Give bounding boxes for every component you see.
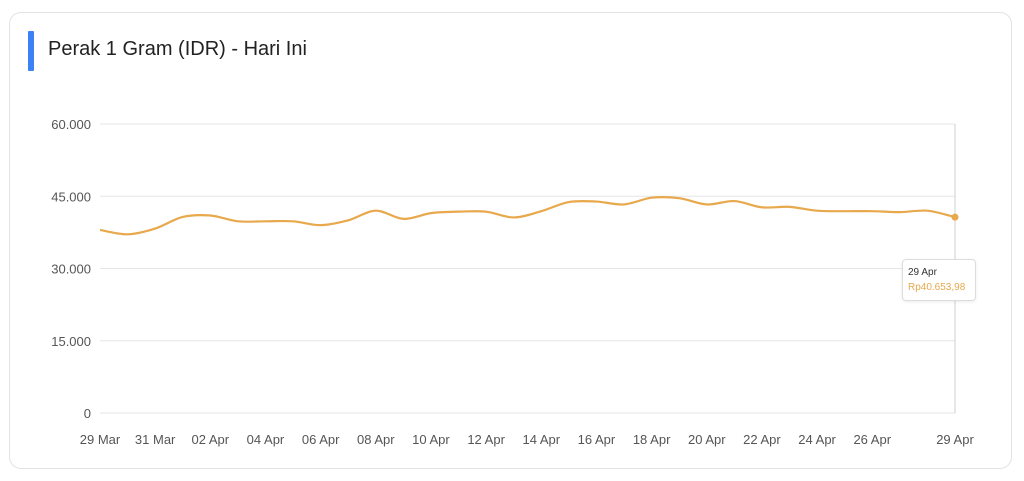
y-tick-label: 30.000 [51,262,91,277]
x-tick-label: 31 Mar [135,432,176,447]
x-tick-label: 16 Apr [578,432,616,447]
grid-lines [100,123,955,414]
y-tick-label: 60.000 [51,117,91,132]
x-tick-label: 10 Apr [412,432,450,447]
x-tick-label: 29 Mar [80,432,121,447]
series-line[interactable] [99,195,956,236]
tooltip-value: Rp40.653,98 [908,282,966,293]
y-axis-ticks: 0 15.000 30.000 45.000 60.000 [51,117,91,421]
x-tick-label: 06 Apr [302,432,340,447]
chart-title: Perak 1 Gram (IDR) - Hari Ini [48,38,307,60]
x-tick-label: 12 Apr [467,432,505,447]
x-tick-label: 14 Apr [522,432,560,447]
x-tick-label: 02 Apr [192,432,230,447]
data-point-highlight[interactable] [951,213,959,221]
y-tick-label: 0 [84,406,91,421]
x-tick-label: 22 Apr [743,432,781,447]
x-tick-label: 04 Apr [247,432,285,447]
series-group[interactable] [99,195,959,236]
x-tick-label: 18 Apr [633,432,671,447]
x-axis-ticks: 29 Mar 31 Mar 02 Apr 04 Apr 06 Apr 08 Apr 10 A… [80,432,975,447]
x-tick-label: 29 Apr [936,432,974,447]
tooltip-date: 29 Apr [908,267,937,278]
x-tick-label: 26 Apr [853,432,891,447]
y-tick-label: 15.000 [51,334,91,349]
chart-card [9,12,1012,469]
x-tick-label: 08 Apr [357,432,395,447]
title-accent-bar [28,31,34,71]
y-tick-label: 45.000 [51,189,91,204]
x-tick-label: 24 Apr [798,432,836,447]
x-tick-label: 20 Apr [688,432,726,447]
tooltip: 29 Apr Rp40.653,98 [902,259,976,301]
